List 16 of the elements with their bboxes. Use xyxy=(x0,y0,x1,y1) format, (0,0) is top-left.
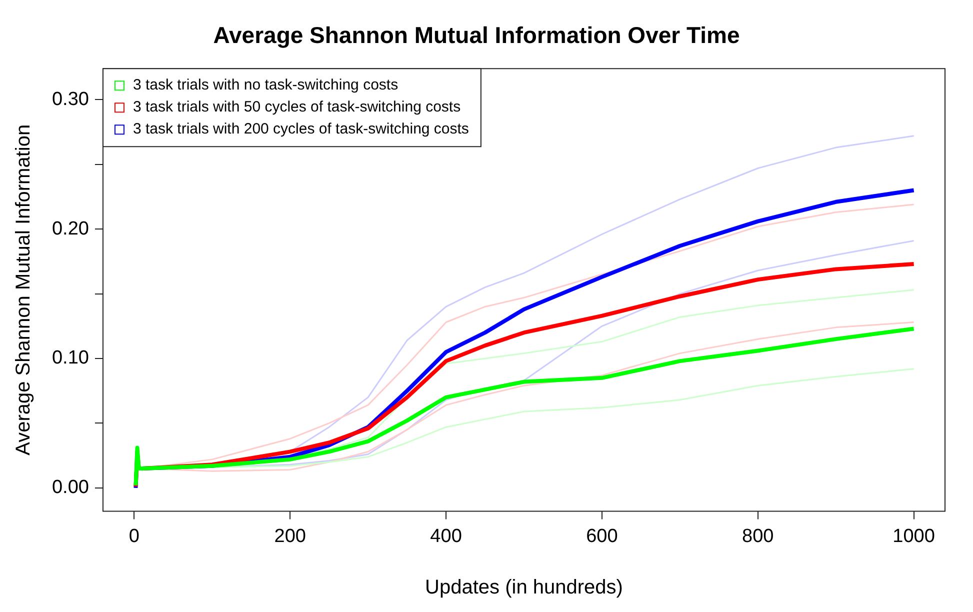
legend-label: 3 task trials with 50 cycles of task-switching costs xyxy=(132,98,461,116)
legend-label: 3 task trials with no task-switching costs xyxy=(132,76,398,94)
x-tick-label: 400 xyxy=(430,526,462,547)
y-tick-label: 0.10 xyxy=(52,348,89,369)
x-axis-title: Updates (in hundreds) xyxy=(425,576,623,599)
legend-label: 3 task trials with 200 cycles of task-switching costs xyxy=(132,120,469,138)
y-tick-label: 0.00 xyxy=(52,477,89,498)
x-tick-label: 800 xyxy=(742,526,774,547)
y-tick-label: 0.20 xyxy=(52,218,89,240)
x-tick-label: 600 xyxy=(586,526,618,547)
x-tick-label: 200 xyxy=(274,526,306,547)
x-tick-label: 1000 xyxy=(892,526,935,547)
x-tick-label: 0 xyxy=(128,526,140,547)
y-axis-title: Average Shannon Mutual Information xyxy=(12,124,35,456)
y-tick-label: 0.30 xyxy=(52,88,89,110)
chart-title: Average Shannon Mutual Information Over Time xyxy=(213,22,740,48)
